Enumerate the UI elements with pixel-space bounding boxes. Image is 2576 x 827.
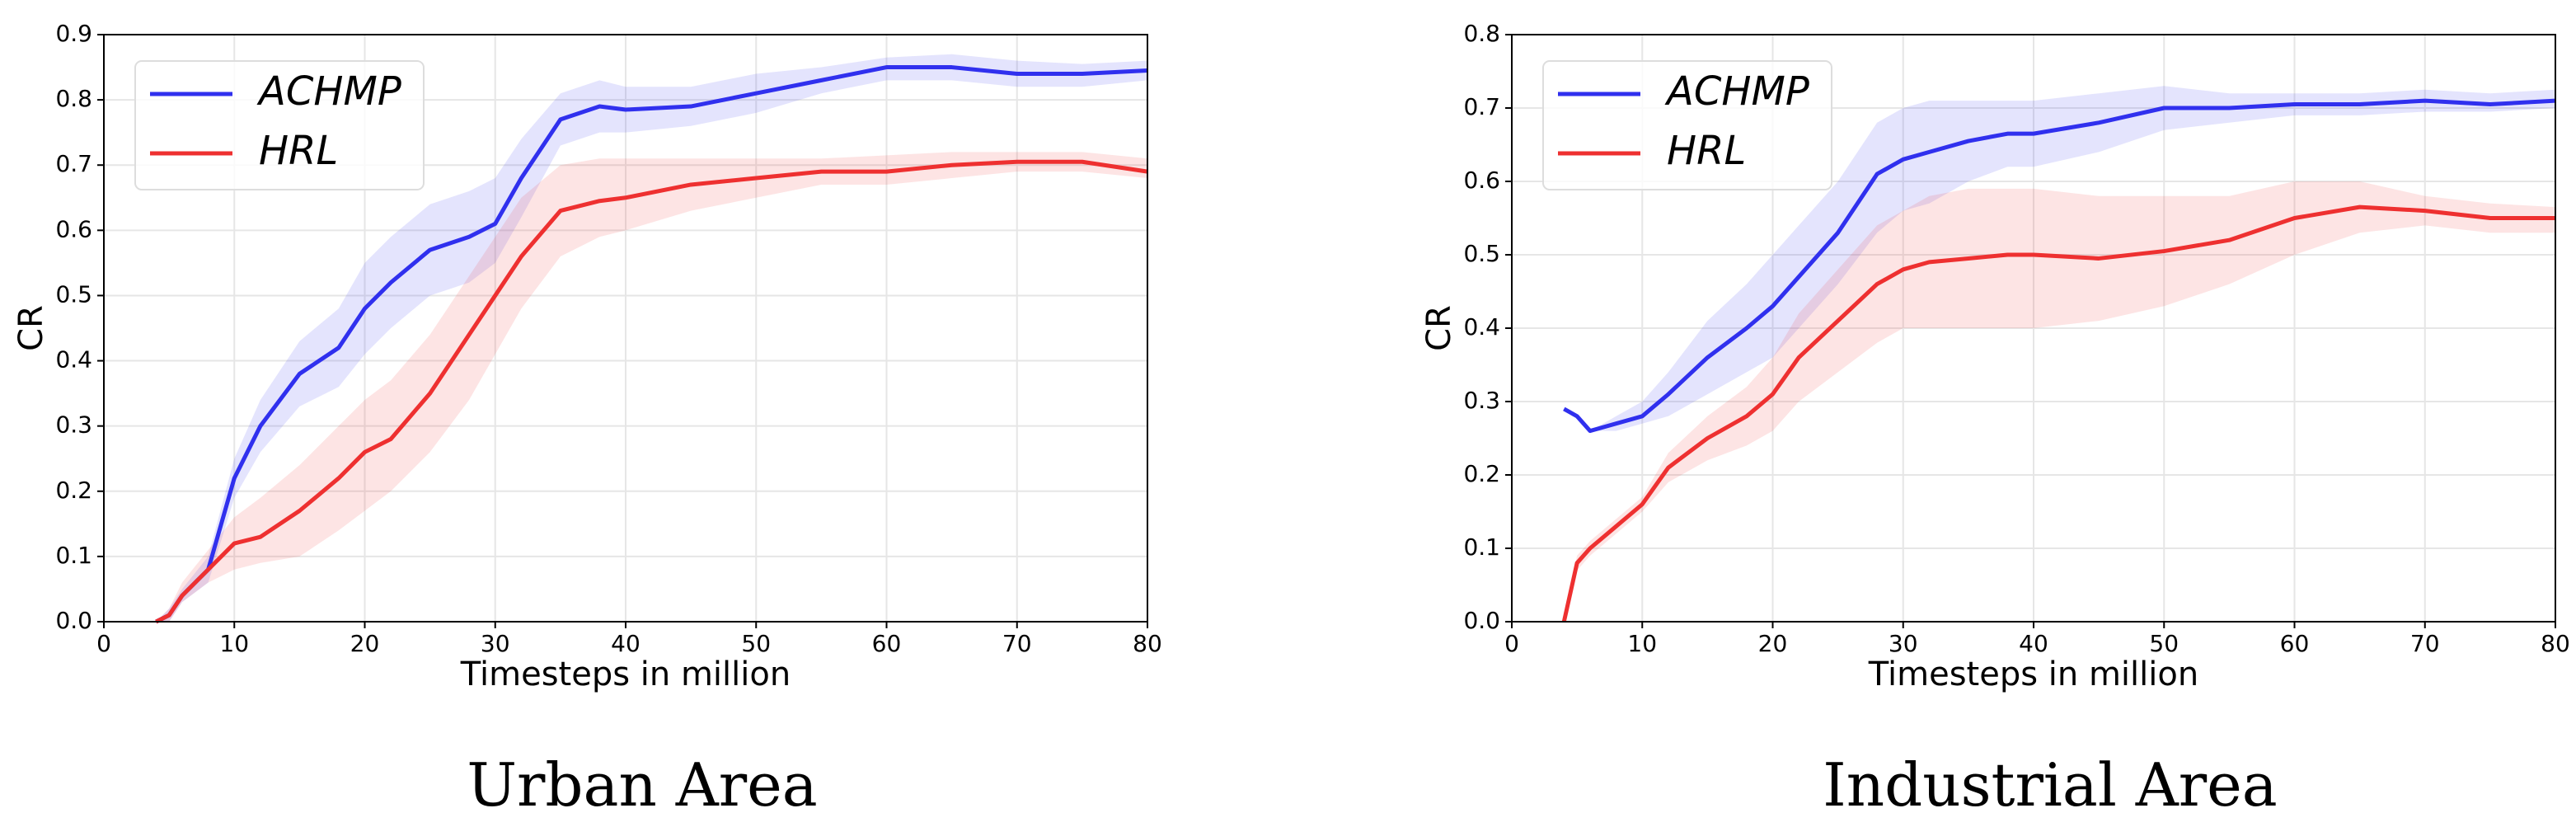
y-axis-label: CR xyxy=(1420,305,1458,351)
y-tick-label: 0.7 xyxy=(55,150,92,177)
x-tick-label: 0 xyxy=(1504,630,1519,657)
y-axis-label: CR xyxy=(12,305,50,351)
series-line xyxy=(1561,204,2555,623)
y-tick-label: 0.0 xyxy=(1463,607,1500,634)
x-tick-label: 0 xyxy=(96,630,111,657)
x-tick-label: 80 xyxy=(2541,630,2570,657)
x-tick-label: 40 xyxy=(2019,630,2048,657)
y-tick-label: 0.1 xyxy=(55,542,92,569)
y-tick-label: 0.6 xyxy=(55,215,92,242)
y-tick-label: 0.4 xyxy=(1463,313,1500,341)
x-tick-label: 50 xyxy=(2149,630,2179,657)
y-tick-label: 0.3 xyxy=(55,411,92,439)
x-tick-label: 20 xyxy=(350,630,380,657)
y-tick-label: 0.9 xyxy=(55,20,92,47)
y-tick-label: 0.6 xyxy=(1463,167,1500,194)
x-tick-label: 40 xyxy=(611,630,640,657)
x-tick-label: 20 xyxy=(1758,630,1788,657)
series-line xyxy=(155,159,1148,624)
legend-label: HRL xyxy=(259,128,338,174)
y-tick-label: 0.2 xyxy=(1463,460,1500,487)
y-tick-label: 0.2 xyxy=(55,477,92,504)
legend-label: HRL xyxy=(1667,128,1746,174)
y-tick-label: 0.3 xyxy=(1463,387,1500,414)
x-tick-label: 30 xyxy=(1889,630,1918,657)
x-tick-label: 60 xyxy=(2280,630,2310,657)
y-tick-label: 0.7 xyxy=(1463,93,1500,120)
x-tick-label: 70 xyxy=(1002,630,1032,657)
x-tick-label: 10 xyxy=(219,630,249,657)
x-axis-label: Timesteps in million xyxy=(1868,655,2198,693)
legend-label: ACHMP xyxy=(1664,68,1809,115)
y-tick-label: 0.4 xyxy=(55,346,92,374)
series-line xyxy=(1563,98,2556,434)
y-tick-label: 0.0 xyxy=(55,607,92,634)
legend: ACHMP HRL xyxy=(134,60,425,190)
chart: 0.0 0.1 0.2 0.3 0.4 0.5 0.6 0.7 0.8 0.9 0 10 20 30 40 5… xyxy=(12,20,1162,820)
plot-frame xyxy=(103,34,1148,623)
x-tick-label: 70 xyxy=(2410,630,2440,657)
confidence-band xyxy=(156,54,1147,622)
chart-caption: Industrial Area xyxy=(1823,750,2277,820)
series-line xyxy=(155,65,1148,624)
y-tick-label: 0.5 xyxy=(55,280,92,308)
x-tick-label: 10 xyxy=(1627,630,1657,657)
chart-caption: Urban Area xyxy=(467,750,817,820)
x-tick-label: 30 xyxy=(481,630,510,657)
x-tick-label: 80 xyxy=(1133,630,1162,657)
x-axis-label: Timesteps in million xyxy=(460,655,791,693)
x-tick-label: 50 xyxy=(741,630,771,657)
y-tick-label: 0.1 xyxy=(1463,533,1500,561)
y-tick-label: 0.8 xyxy=(55,85,92,112)
chart: 0.0 0.1 0.2 0.3 0.4 0.5 0.6 0.7 0.8 0 10 20 30 40 50 60… xyxy=(1420,20,2570,820)
plot-frame xyxy=(1511,34,2556,623)
legend: ACHMP HRL xyxy=(1542,60,1832,190)
y-tick-label: 0.5 xyxy=(1463,240,1500,267)
x-tick-label: 60 xyxy=(872,630,902,657)
legend-label: ACHMP xyxy=(256,68,401,115)
y-tick-label: 0.8 xyxy=(1463,20,1500,47)
